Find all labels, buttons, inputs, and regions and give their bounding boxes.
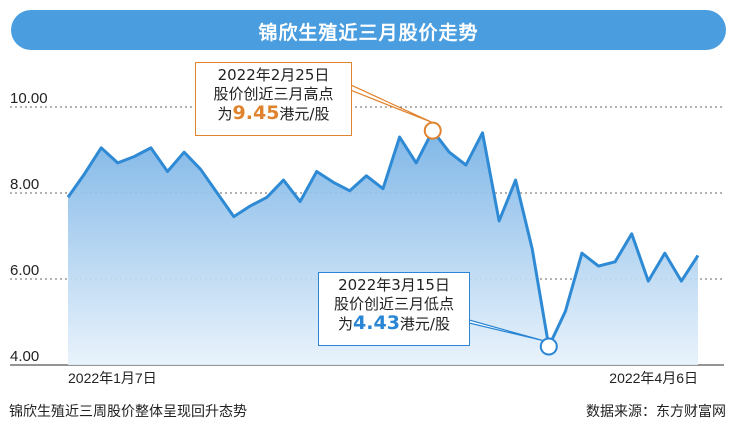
low-point-unit: 港元/股	[399, 315, 450, 333]
high-point-prefix: 为	[217, 105, 233, 123]
low-point-date: 2022年3月15日	[338, 276, 450, 294]
high-point-desc: 股价创近三月高点	[213, 85, 334, 103]
y-tick-label: 4.00	[10, 348, 39, 365]
y-tick-label: 6.00	[10, 262, 39, 279]
high-point-unit: 港元/股	[279, 105, 330, 123]
low-point-marker	[539, 337, 558, 356]
high-point-value-line: 为9.45港元/股	[196, 104, 351, 124]
x-start-label: 2022年1月7日	[68, 370, 157, 386]
data-source: 数据来源：东方财富网	[586, 404, 726, 420]
x-end-label: 2022年4月6日	[609, 370, 698, 386]
footer-caption: 锦欣生殖近三周股价整体呈现回升态势	[9, 404, 247, 420]
high-point-marker	[423, 121, 442, 140]
high-point-value: 9.45	[232, 102, 280, 124]
chart-title-bar: 锦欣生殖近三月股价走势	[11, 10, 726, 50]
low-point-prefix: 为	[338, 315, 354, 333]
low-point-value: 4.43	[353, 312, 400, 334]
low-point-callout: 2022年3月15日 股价创近三月低点 为4.43港元/股	[318, 272, 470, 346]
y-tick-label: 10.00	[10, 90, 48, 107]
high-point-date: 2022年2月25日	[217, 66, 330, 84]
y-tick-label: 8.00	[10, 176, 39, 193]
low-point-desc: 股价创近三月低点	[333, 295, 454, 313]
price-line	[66, 129, 700, 348]
chart-title: 锦欣生殖近三月股价走势	[258, 22, 479, 44]
high-point-callout: 2022年2月25日 股价创近三月高点 为9.45港元/股	[195, 62, 352, 136]
low-point-value-line: 为4.43港元/股	[319, 314, 469, 334]
